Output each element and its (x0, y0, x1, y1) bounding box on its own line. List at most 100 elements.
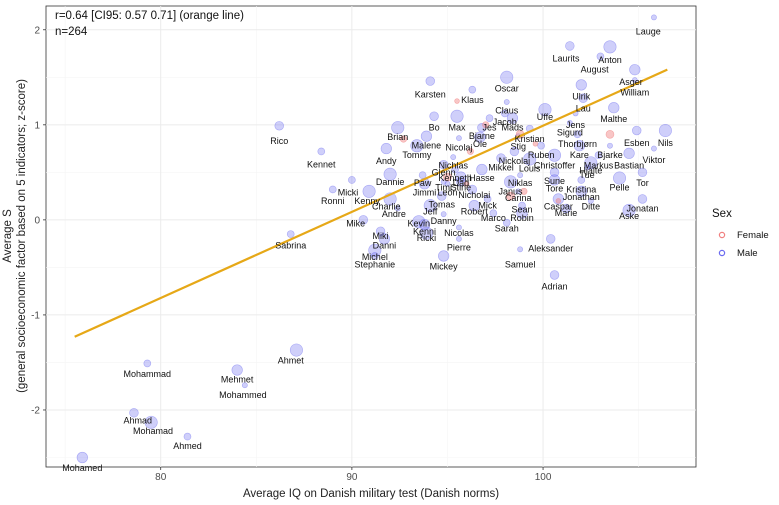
point-label: Bastian (614, 161, 644, 171)
data-point-male (613, 171, 627, 185)
point-label: Hasse (469, 173, 495, 183)
point-label: Bjarke (597, 150, 623, 160)
point-label: Kevin (408, 219, 431, 229)
data-point-female (506, 191, 515, 201)
point-label: Robin (510, 213, 534, 223)
data-point-male (391, 121, 405, 135)
point-label: Samuel (505, 260, 536, 270)
data-point-male (456, 235, 462, 242)
point-label: Timi (435, 183, 452, 193)
point-label: Nicolaj (445, 143, 472, 153)
y-tick-label: 1 (34, 120, 40, 131)
data-point-male (489, 209, 498, 218)
data-point-male (231, 364, 243, 376)
point-label: Jonatan (626, 203, 658, 213)
data-point-male (537, 141, 545, 150)
x-tick-label: 90 (346, 472, 358, 483)
point-label: Jimmi (413, 187, 437, 197)
data-point-female (532, 141, 539, 147)
data-point-male (502, 218, 511, 227)
data-point-male (412, 215, 426, 229)
point-label: Brian (387, 132, 408, 142)
data-point-male (348, 176, 356, 184)
data-point-female (605, 130, 615, 139)
point-label: Danny (431, 216, 458, 226)
point-label: Stephanie (355, 260, 396, 270)
point-label: Oscar (495, 84, 519, 94)
point-label: Marco (481, 213, 506, 223)
legend-title: Sex (712, 208, 732, 220)
point-label: Pelle (610, 183, 630, 193)
data-point-male (549, 270, 560, 280)
data-point-male (594, 151, 603, 160)
data-point-female (466, 147, 474, 155)
point-label: Anton (598, 55, 622, 65)
point-label: Glenn (432, 167, 456, 177)
point-label: Sabrina (275, 241, 306, 251)
y-tick-label: 2 (34, 25, 40, 36)
regression-line (74, 68, 668, 338)
data-point-male (517, 246, 524, 253)
point-label: Mikkel (488, 163, 514, 173)
point-label: Andy (376, 156, 397, 166)
data-point-male (565, 41, 575, 51)
point-label: Ahmet (278, 356, 305, 366)
point-label: Dannie (376, 177, 405, 187)
point-label: Leon (437, 187, 457, 197)
data-point-male (383, 167, 397, 181)
data-point-male (368, 243, 382, 257)
data-point-male (575, 79, 587, 91)
point-label: Jacob (493, 117, 517, 127)
point-label: Kristina (566, 184, 596, 194)
point-label: Sune (544, 176, 565, 186)
data-point-male (549, 167, 560, 178)
point-label: Asger (619, 77, 643, 87)
regression-line-group (74, 68, 668, 338)
plot-panel (45, 5, 697, 468)
point-label: Malene (412, 141, 442, 151)
correlation-annotation: r=0.64 [CI95: 0.57 0.71] (orange line) (55, 10, 244, 22)
data-point-male (538, 103, 552, 117)
data-point-male (546, 234, 556, 244)
point-label: Mohammad (124, 369, 172, 379)
point-label: Mick (478, 201, 497, 211)
data-point-male (651, 145, 657, 152)
data-point-male (437, 191, 447, 201)
data-point-male (573, 140, 585, 152)
point-label: Ronni (321, 196, 345, 206)
point-label: Stine (451, 183, 472, 193)
y-axis-title-line1: Average S (2, 209, 14, 263)
data-point-male (496, 153, 506, 163)
point-label: Sean (512, 204, 533, 214)
data-point-male (518, 201, 526, 210)
point-label: Stig (510, 142, 526, 152)
point-label: Ahmad (123, 415, 152, 425)
point-label: Nichlas (438, 161, 468, 171)
data-point-male (289, 343, 303, 357)
point-label: Klaus (461, 95, 484, 105)
data-point-male (467, 184, 478, 195)
point-label: Christoffer (534, 161, 575, 171)
data-point-male (429, 111, 439, 121)
point-label: Jens (566, 120, 586, 130)
data-point-male (596, 52, 605, 61)
data-point-male (362, 184, 376, 198)
point-label: Ruben (528, 150, 555, 160)
point-label: Nils (658, 138, 673, 148)
data-point-male (548, 174, 561, 186)
data-points (76, 14, 672, 464)
data-point-female (482, 121, 490, 129)
data-point-female (520, 187, 528, 195)
point-label: Carina (505, 193, 532, 203)
data-point-male (566, 120, 573, 126)
point-label: Nicolas (444, 228, 474, 238)
point-label: Tomas (428, 200, 455, 210)
data-point-female (399, 135, 407, 143)
data-point-male (552, 193, 564, 205)
data-point-male (658, 124, 672, 138)
data-point-male (561, 203, 571, 214)
point-label: Jes (483, 123, 498, 133)
data-point-male (450, 154, 457, 161)
data-point-male (468, 200, 480, 212)
legend: Sex Female Male (712, 208, 769, 259)
